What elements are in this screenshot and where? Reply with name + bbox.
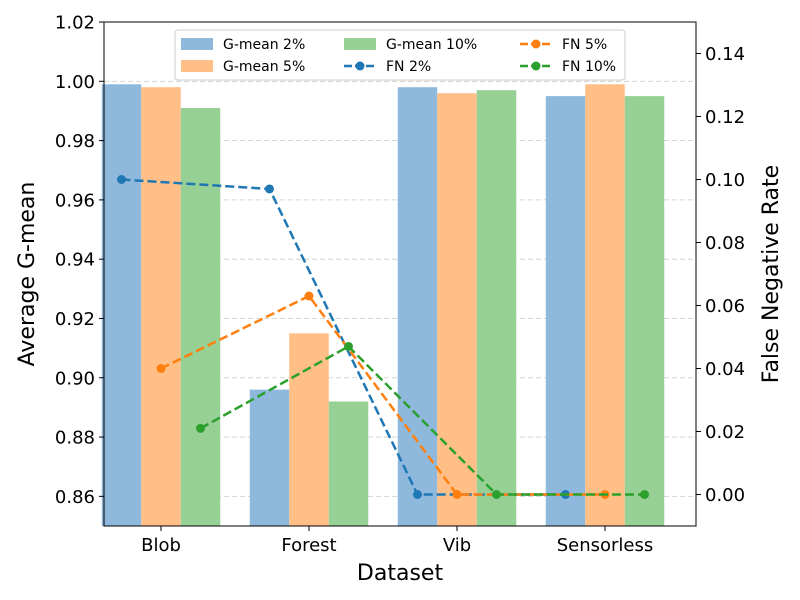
- right-axis: 0.00 0.02 0.04 0.06 0.08 0.10 0.12 0.14: [696, 44, 745, 506]
- right-tick-label: 0.04: [705, 359, 745, 380]
- point-fn-2--vib: [413, 490, 422, 499]
- x-tick-label: Sensorless: [557, 535, 654, 556]
- left-tick-label: 1.00: [55, 72, 95, 93]
- plot-frame: [103, 21, 697, 527]
- legend-swatch-g-mean-2-: [181, 38, 213, 50]
- legend-label-g-mean-5-: G-mean 5%: [223, 59, 305, 75]
- legend-marker-fn-5-: [531, 39, 541, 49]
- line-fn-5-: [160, 294, 605, 496]
- point-fn-10--vib: [492, 490, 501, 499]
- bar-g-mean-10--forest: [328, 401, 369, 526]
- x-axis-title: Dataset: [357, 561, 444, 586]
- right-tick-label: 0.02: [705, 422, 745, 443]
- legend: G-mean 2% G-mean 5% G-mean 10% FN 2% FN 5% FN…: [174, 29, 626, 81]
- bar-g-mean-5--blob: [141, 87, 181, 527]
- point-fn-10--blob: [196, 423, 205, 433]
- legend-marker-fn-10-: [531, 61, 541, 71]
- x-tick-label: Forest: [281, 535, 336, 556]
- x-tick-label: Blob: [141, 535, 181, 556]
- left-tick-label: 0.90: [55, 368, 95, 389]
- line-fn-10-: [199, 344, 645, 496]
- right-tick-label: 0.08: [705, 233, 745, 254]
- lines-layer: [117, 175, 649, 499]
- legend-label-fn-5-: FN 5%: [562, 37, 607, 53]
- right-axis-title: False Negative Rate: [759, 165, 784, 383]
- bar-g-mean-2--sensorless: [545, 96, 586, 526]
- point-fn-2--blob: [117, 175, 126, 184]
- left-axis: 0.86 0.88 0.90 0.92 0.94 0.96 0.98 1.00 1.02: [55, 13, 104, 508]
- bar-g-mean-5--forest: [289, 333, 329, 526]
- left-axis-title: Average G-mean: [15, 182, 40, 367]
- legend-marker-fn-2-: [355, 61, 365, 71]
- right-tick-label: 0.10: [705, 170, 745, 191]
- bar-g-mean-5--sensorless: [585, 84, 625, 527]
- right-tick-label: 0.14: [705, 44, 745, 65]
- bars-layer: [101, 84, 665, 527]
- left-tick-label: 0.92: [55, 309, 95, 330]
- x-tick-label: Vib: [443, 535, 471, 556]
- legend-frame: [174, 29, 626, 81]
- legend-label-fn-2-: FN 2%: [386, 59, 431, 75]
- bar-g-mean-10--blob: [180, 107, 221, 526]
- legend-swatch-g-mean-10-: [344, 38, 376, 50]
- left-tick-label: 0.88: [55, 428, 95, 449]
- bar-g-mean-10--vib: [476, 90, 517, 526]
- legend-label-g-mean-2-: G-mean 2%: [223, 37, 305, 53]
- point-fn-5--forest: [304, 291, 314, 301]
- left-tick-label: 1.02: [55, 13, 95, 34]
- right-tick-label: 0.00: [705, 485, 745, 506]
- bar-g-mean-2--blob: [101, 84, 142, 527]
- left-tick-label: 0.94: [55, 250, 95, 271]
- bar-g-mean-5--vib: [437, 93, 477, 526]
- point-fn-5--blob: [156, 364, 166, 373]
- legend-swatch-g-mean-5-: [181, 60, 213, 72]
- bar-g-mean-10--sensorless: [624, 96, 665, 526]
- left-tick-label: 0.98: [55, 131, 95, 152]
- legend-label-fn-10-: FN 10%: [562, 59, 616, 75]
- bar-g-mean-2--vib: [397, 87, 438, 527]
- right-tick-label: 0.06: [705, 296, 745, 317]
- left-tick-label: 0.86: [55, 487, 95, 508]
- bar-g-mean-2--forest: [249, 389, 290, 526]
- point-fn-2--forest: [265, 184, 274, 194]
- point-fn-10--forest: [344, 341, 353, 351]
- legend-label-g-mean-10-: G-mean 10%: [386, 37, 477, 53]
- point-fn-10--sensorless: [640, 490, 649, 499]
- left-tick-label: 0.96: [55, 190, 95, 211]
- x-axis: Blob Forest Vib Sensorless: [141, 526, 653, 556]
- right-tick-label: 0.12: [705, 107, 745, 128]
- point-fn-5--vib: [452, 490, 462, 499]
